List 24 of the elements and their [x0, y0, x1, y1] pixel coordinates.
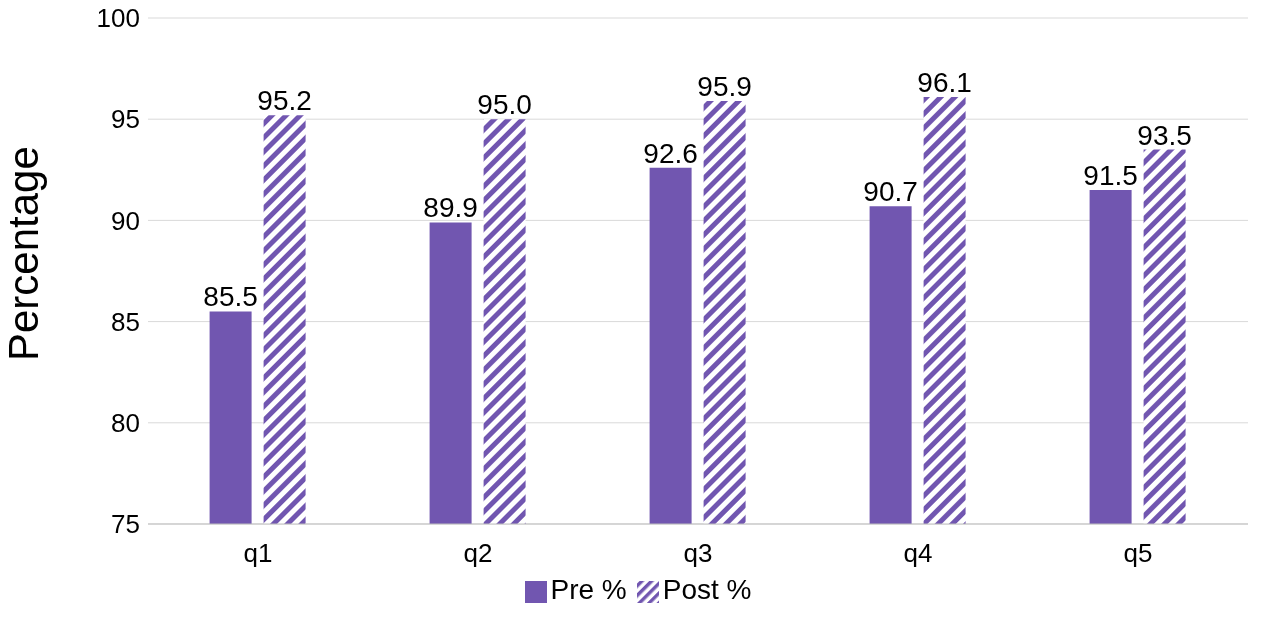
y-tick-label: 90 — [111, 205, 140, 236]
y-axis-title: Percentage — [0, 146, 47, 361]
data-label: 91.5 — [1083, 160, 1138, 192]
x-tick-label: q4 — [903, 538, 933, 569]
y-tick-label: 100 — [96, 3, 140, 34]
data-label: 85.5 — [203, 281, 258, 313]
y-tick-label: 95 — [111, 104, 140, 135]
data-label: 95.2 — [257, 85, 312, 117]
data-label: 96.1 — [917, 66, 972, 98]
y-tick-label: 85 — [111, 306, 140, 337]
x-tick-label: q2 — [463, 538, 493, 569]
x-tick-label: q1 — [243, 538, 273, 569]
y-tick-label: 75 — [111, 509, 140, 540]
data-label: 93.5 — [1137, 119, 1192, 151]
data-label: 89.9 — [423, 192, 478, 224]
data-label: 92.6 — [643, 137, 698, 169]
x-tick-label: q3 — [683, 538, 713, 569]
x-tick-label: q5 — [1123, 538, 1153, 569]
data-label: 95.9 — [697, 70, 752, 102]
legend-label: Post % — [662, 574, 752, 605]
data-label: 90.7 — [863, 176, 918, 208]
y-tick-label: 80 — [111, 408, 140, 439]
data-label: 95.0 — [477, 89, 532, 121]
legend-label: Pre % — [550, 574, 627, 605]
